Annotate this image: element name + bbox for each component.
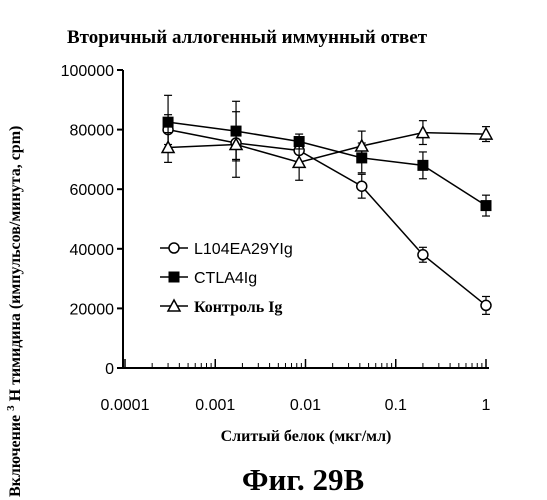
legend-item-ctla4ig: CTLA4Ig — [160, 270, 257, 287]
data-point-l104ea29yig — [357, 181, 367, 191]
data-point-ctla4ig — [169, 272, 179, 282]
series-line-ctla4ig — [168, 122, 486, 205]
y-axis-label: Включение 3 Н тимидина (импульсов/минута… — [1, 126, 24, 497]
y-ticks: 0 20000 40000 60000 80000 100000 — [61, 63, 123, 378]
legend: L104EA29YIg CTLA4Ig Контроль Ig — [160, 241, 293, 316]
data-point-l104ea29yig — [481, 300, 491, 310]
series-line-контроль-ig — [168, 133, 486, 163]
y-tick-label: 20000 — [70, 301, 115, 318]
data-point-l104ea29yig — [418, 250, 428, 260]
y-tick-label: 40000 — [70, 242, 115, 259]
legend-item-l104ea29yig: L104EA29YIg — [160, 241, 293, 258]
legend-label-l104ea29yig: L104EA29YIg — [194, 241, 293, 258]
x-tick-label: 1 — [482, 397, 491, 414]
data-point-ctla4ig — [163, 117, 173, 127]
x-tick-label: 0.0001 — [101, 397, 150, 414]
data-point-ctla4ig — [418, 160, 428, 170]
x-axis-label: Слитый белок (мкг/мл) — [221, 428, 392, 445]
chart-title: Вторичный аллогенный иммунный ответ — [67, 27, 428, 48]
y-axis-label-sup: 3 — [5, 405, 17, 411]
series-контроль-ig — [162, 112, 492, 181]
y-axis-label-main: Включение — [7, 411, 24, 497]
y-axis-label-rest: Н тимидина (импульсов/минута, cpm) — [7, 126, 24, 402]
figure-caption: Фиг. 29B — [242, 462, 364, 497]
y-tick-label: 80000 — [70, 123, 115, 140]
y-tick-label: 0 — [105, 361, 114, 378]
y-tick-label: 100000 — [61, 63, 114, 80]
legend-label-ctla4ig: CTLA4Ig — [194, 270, 257, 287]
x-tick-label: 0.1 — [385, 397, 407, 414]
legend-item-контроль-ig: Контроль Ig — [160, 299, 282, 316]
data-point-l104ea29yig — [169, 243, 179, 253]
legend-label-контроль-ig: Контроль Ig — [194, 299, 282, 316]
plot-area: 0 20000 40000 60000 80000 100000 0.0001 0.001 0… — [61, 63, 492, 414]
x-tick-label: 0.01 — [290, 397, 321, 414]
x-tick-label: 0.001 — [195, 397, 235, 414]
data-point-ctla4ig — [481, 201, 491, 211]
y-tick-label: 60000 — [70, 182, 115, 199]
